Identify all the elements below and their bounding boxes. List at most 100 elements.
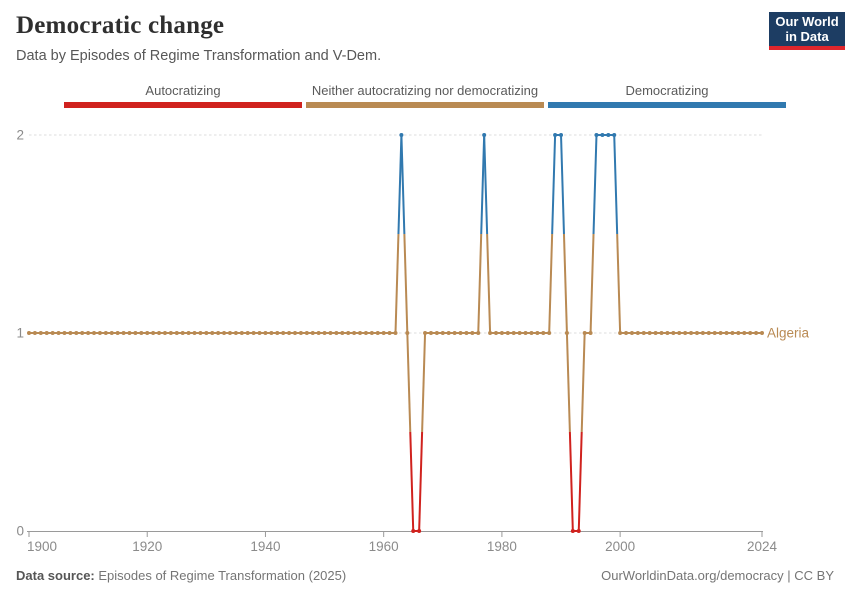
series-point bbox=[505, 331, 510, 335]
series-point bbox=[582, 331, 587, 335]
series-segment bbox=[577, 431, 583, 532]
series-segment bbox=[418, 431, 424, 532]
series-point bbox=[440, 331, 445, 335]
series-point bbox=[363, 331, 368, 335]
series-point bbox=[245, 331, 250, 335]
x-tick-label: 2024 bbox=[747, 539, 778, 554]
series-point bbox=[227, 331, 232, 335]
series-point bbox=[375, 331, 380, 335]
legend-bar: Autocratizing Neither autocratizing nor … bbox=[64, 83, 786, 108]
owid-logo[interactable]: Our World in Data bbox=[769, 12, 845, 50]
y-tick-label: 0 bbox=[16, 524, 24, 539]
series-point bbox=[588, 331, 593, 335]
y-tick-label: 1 bbox=[16, 326, 24, 341]
series-point bbox=[529, 331, 534, 335]
series-point bbox=[517, 331, 522, 335]
series-point bbox=[730, 331, 735, 335]
series-point bbox=[647, 331, 652, 335]
series-point bbox=[269, 331, 274, 335]
series-point bbox=[393, 331, 398, 335]
series-point bbox=[115, 331, 120, 335]
series-point bbox=[665, 331, 670, 335]
legend-label: Neither autocratizing nor democratizing bbox=[311, 83, 539, 98]
series-point bbox=[151, 331, 156, 335]
series-segment bbox=[562, 233, 568, 334]
series-point bbox=[334, 331, 339, 335]
footer-datasource: Data source: Episodes of Regime Transfor… bbox=[16, 568, 346, 583]
series-point bbox=[358, 331, 363, 335]
series-segment bbox=[589, 233, 595, 334]
series-segment bbox=[580, 332, 586, 433]
owid-logo-line2: in Data bbox=[785, 29, 829, 44]
legend-label: Autocratizing bbox=[145, 83, 221, 98]
series-point bbox=[683, 331, 688, 335]
legend-item-neither: Neither autocratizing nor democratizing bbox=[306, 83, 544, 108]
series-point bbox=[399, 133, 404, 137]
series-point bbox=[464, 331, 469, 335]
series-point bbox=[381, 331, 386, 335]
series-point bbox=[80, 331, 85, 335]
series-point bbox=[222, 331, 227, 335]
series-segment bbox=[560, 134, 565, 235]
series-point bbox=[434, 331, 439, 335]
series-point bbox=[635, 331, 640, 335]
series-point bbox=[257, 331, 262, 335]
series-point bbox=[653, 331, 658, 335]
x-tick-label: 1920 bbox=[132, 539, 162, 554]
series-point bbox=[594, 133, 599, 137]
series-point bbox=[694, 331, 699, 335]
series-point bbox=[74, 331, 79, 335]
series-segment bbox=[565, 332, 571, 433]
series-point bbox=[428, 331, 433, 335]
series-point bbox=[671, 331, 676, 335]
series-point bbox=[659, 331, 664, 335]
series-segment bbox=[409, 431, 415, 532]
series-point bbox=[748, 331, 753, 335]
series-point bbox=[287, 331, 292, 335]
series-segment bbox=[421, 332, 427, 433]
series-point bbox=[186, 331, 191, 335]
series-point bbox=[310, 331, 315, 335]
series-point bbox=[523, 331, 528, 335]
page-title: Democratic change bbox=[16, 12, 225, 39]
series-point bbox=[44, 331, 49, 335]
series-point bbox=[145, 331, 150, 335]
series-point bbox=[387, 331, 392, 335]
series-point bbox=[458, 331, 463, 335]
series-point bbox=[452, 331, 457, 335]
series-point bbox=[600, 133, 605, 137]
series-point bbox=[511, 331, 516, 335]
series-point bbox=[157, 331, 162, 335]
footer-link[interactable]: OurWorldinData.org/democracy | CC BY bbox=[601, 568, 834, 583]
legend-color-swatch bbox=[64, 102, 302, 108]
legend-item-democratizing: Democratizing bbox=[548, 83, 786, 108]
series-point bbox=[570, 529, 575, 533]
series-point bbox=[576, 529, 581, 533]
series-segment bbox=[592, 134, 598, 235]
series-point bbox=[629, 331, 634, 335]
series-point bbox=[470, 331, 475, 335]
series-point bbox=[192, 331, 197, 335]
series-point bbox=[281, 331, 286, 335]
series-point bbox=[405, 331, 410, 335]
series-point bbox=[168, 331, 173, 335]
series-point bbox=[423, 331, 428, 335]
series-point bbox=[612, 133, 617, 137]
series-point bbox=[754, 331, 759, 335]
series-segment bbox=[551, 134, 557, 235]
series-point bbox=[56, 331, 61, 335]
series-point bbox=[263, 331, 268, 335]
series-segment bbox=[406, 332, 412, 433]
series-point bbox=[328, 331, 333, 335]
legend-label: Democratizing bbox=[625, 83, 709, 98]
series-point bbox=[346, 331, 351, 335]
x-tick-label: 1980 bbox=[487, 539, 517, 554]
series-point bbox=[712, 331, 717, 335]
series-point bbox=[121, 331, 126, 335]
series-point bbox=[180, 331, 185, 335]
x-tick-label: 1960 bbox=[369, 539, 399, 554]
series-point bbox=[304, 331, 309, 335]
series-point bbox=[210, 331, 215, 335]
x-tick-label: 2000 bbox=[605, 539, 635, 554]
series-point bbox=[446, 331, 451, 335]
